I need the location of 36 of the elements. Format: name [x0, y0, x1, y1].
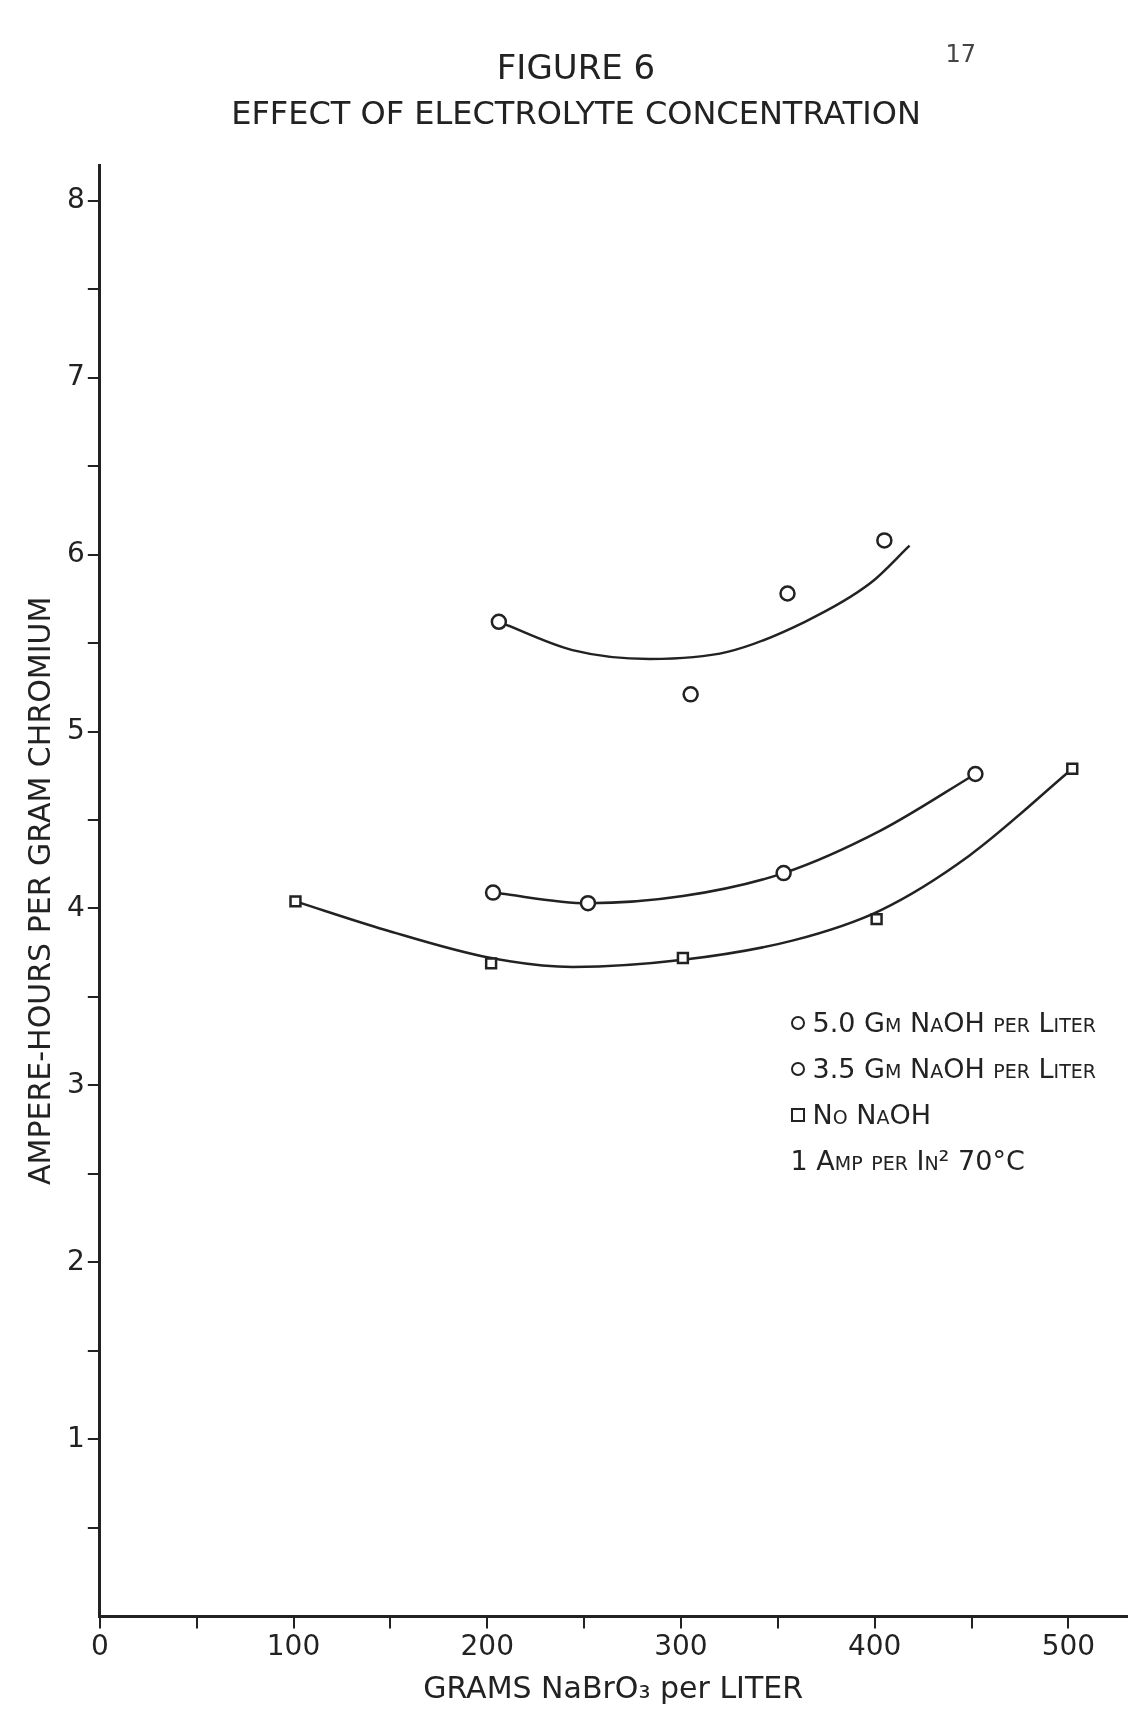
y-axis-title: AMPERE-HOURS PER GRAM CHROMIUM — [21, 596, 57, 1186]
y-tick-label: 4 — [66, 889, 85, 923]
legend-label: 3.5 Gm NaOH per Liter — [812, 1052, 1096, 1086]
x-tick-label: 200 — [460, 1629, 514, 1663]
y-tick-label: 6 — [66, 535, 85, 569]
point — [870, 912, 883, 926]
x-tick-label: 100 — [266, 1629, 321, 1663]
point — [682, 686, 699, 703]
y-tick-label: 8 — [66, 181, 85, 215]
x-axis-title: GRAMS NaBrO₃ per LITER — [423, 1669, 804, 1705]
point — [484, 884, 502, 901]
y-tick-label: 5 — [66, 712, 85, 746]
x-tick-label: 300 — [654, 1629, 708, 1663]
point — [1066, 762, 1079, 775]
point — [876, 532, 893, 549]
text: 17 — [945, 40, 976, 68]
y-tick-label: 7 — [66, 358, 85, 392]
point — [484, 957, 498, 970]
chart-title: FIGURE 6 — [496, 47, 656, 88]
legend-label: No NaOH — [812, 1098, 932, 1132]
y-tick-label: 3 — [66, 1066, 85, 1100]
legend-label: 5.0 Gm NaOH per Liter — [812, 1006, 1096, 1040]
point — [579, 894, 597, 912]
y-tick-label: 1 — [66, 1420, 85, 1454]
point — [490, 613, 508, 631]
y-tick-label: 2 — [66, 1243, 85, 1277]
chart-subtitle: EFFECT OF ELECTROLYTE CONCENTRATION — [231, 94, 921, 133]
annotation: 1 Amp per In² 70°C — [790, 1144, 1026, 1178]
point — [676, 951, 690, 965]
x-tick-label: 0 — [90, 1629, 109, 1663]
point — [289, 895, 302, 908]
x-tick-label: 500 — [1041, 1629, 1096, 1663]
x-tick-label: 400 — [847, 1629, 902, 1663]
point — [967, 765, 984, 783]
point — [779, 585, 796, 602]
point — [775, 864, 792, 882]
